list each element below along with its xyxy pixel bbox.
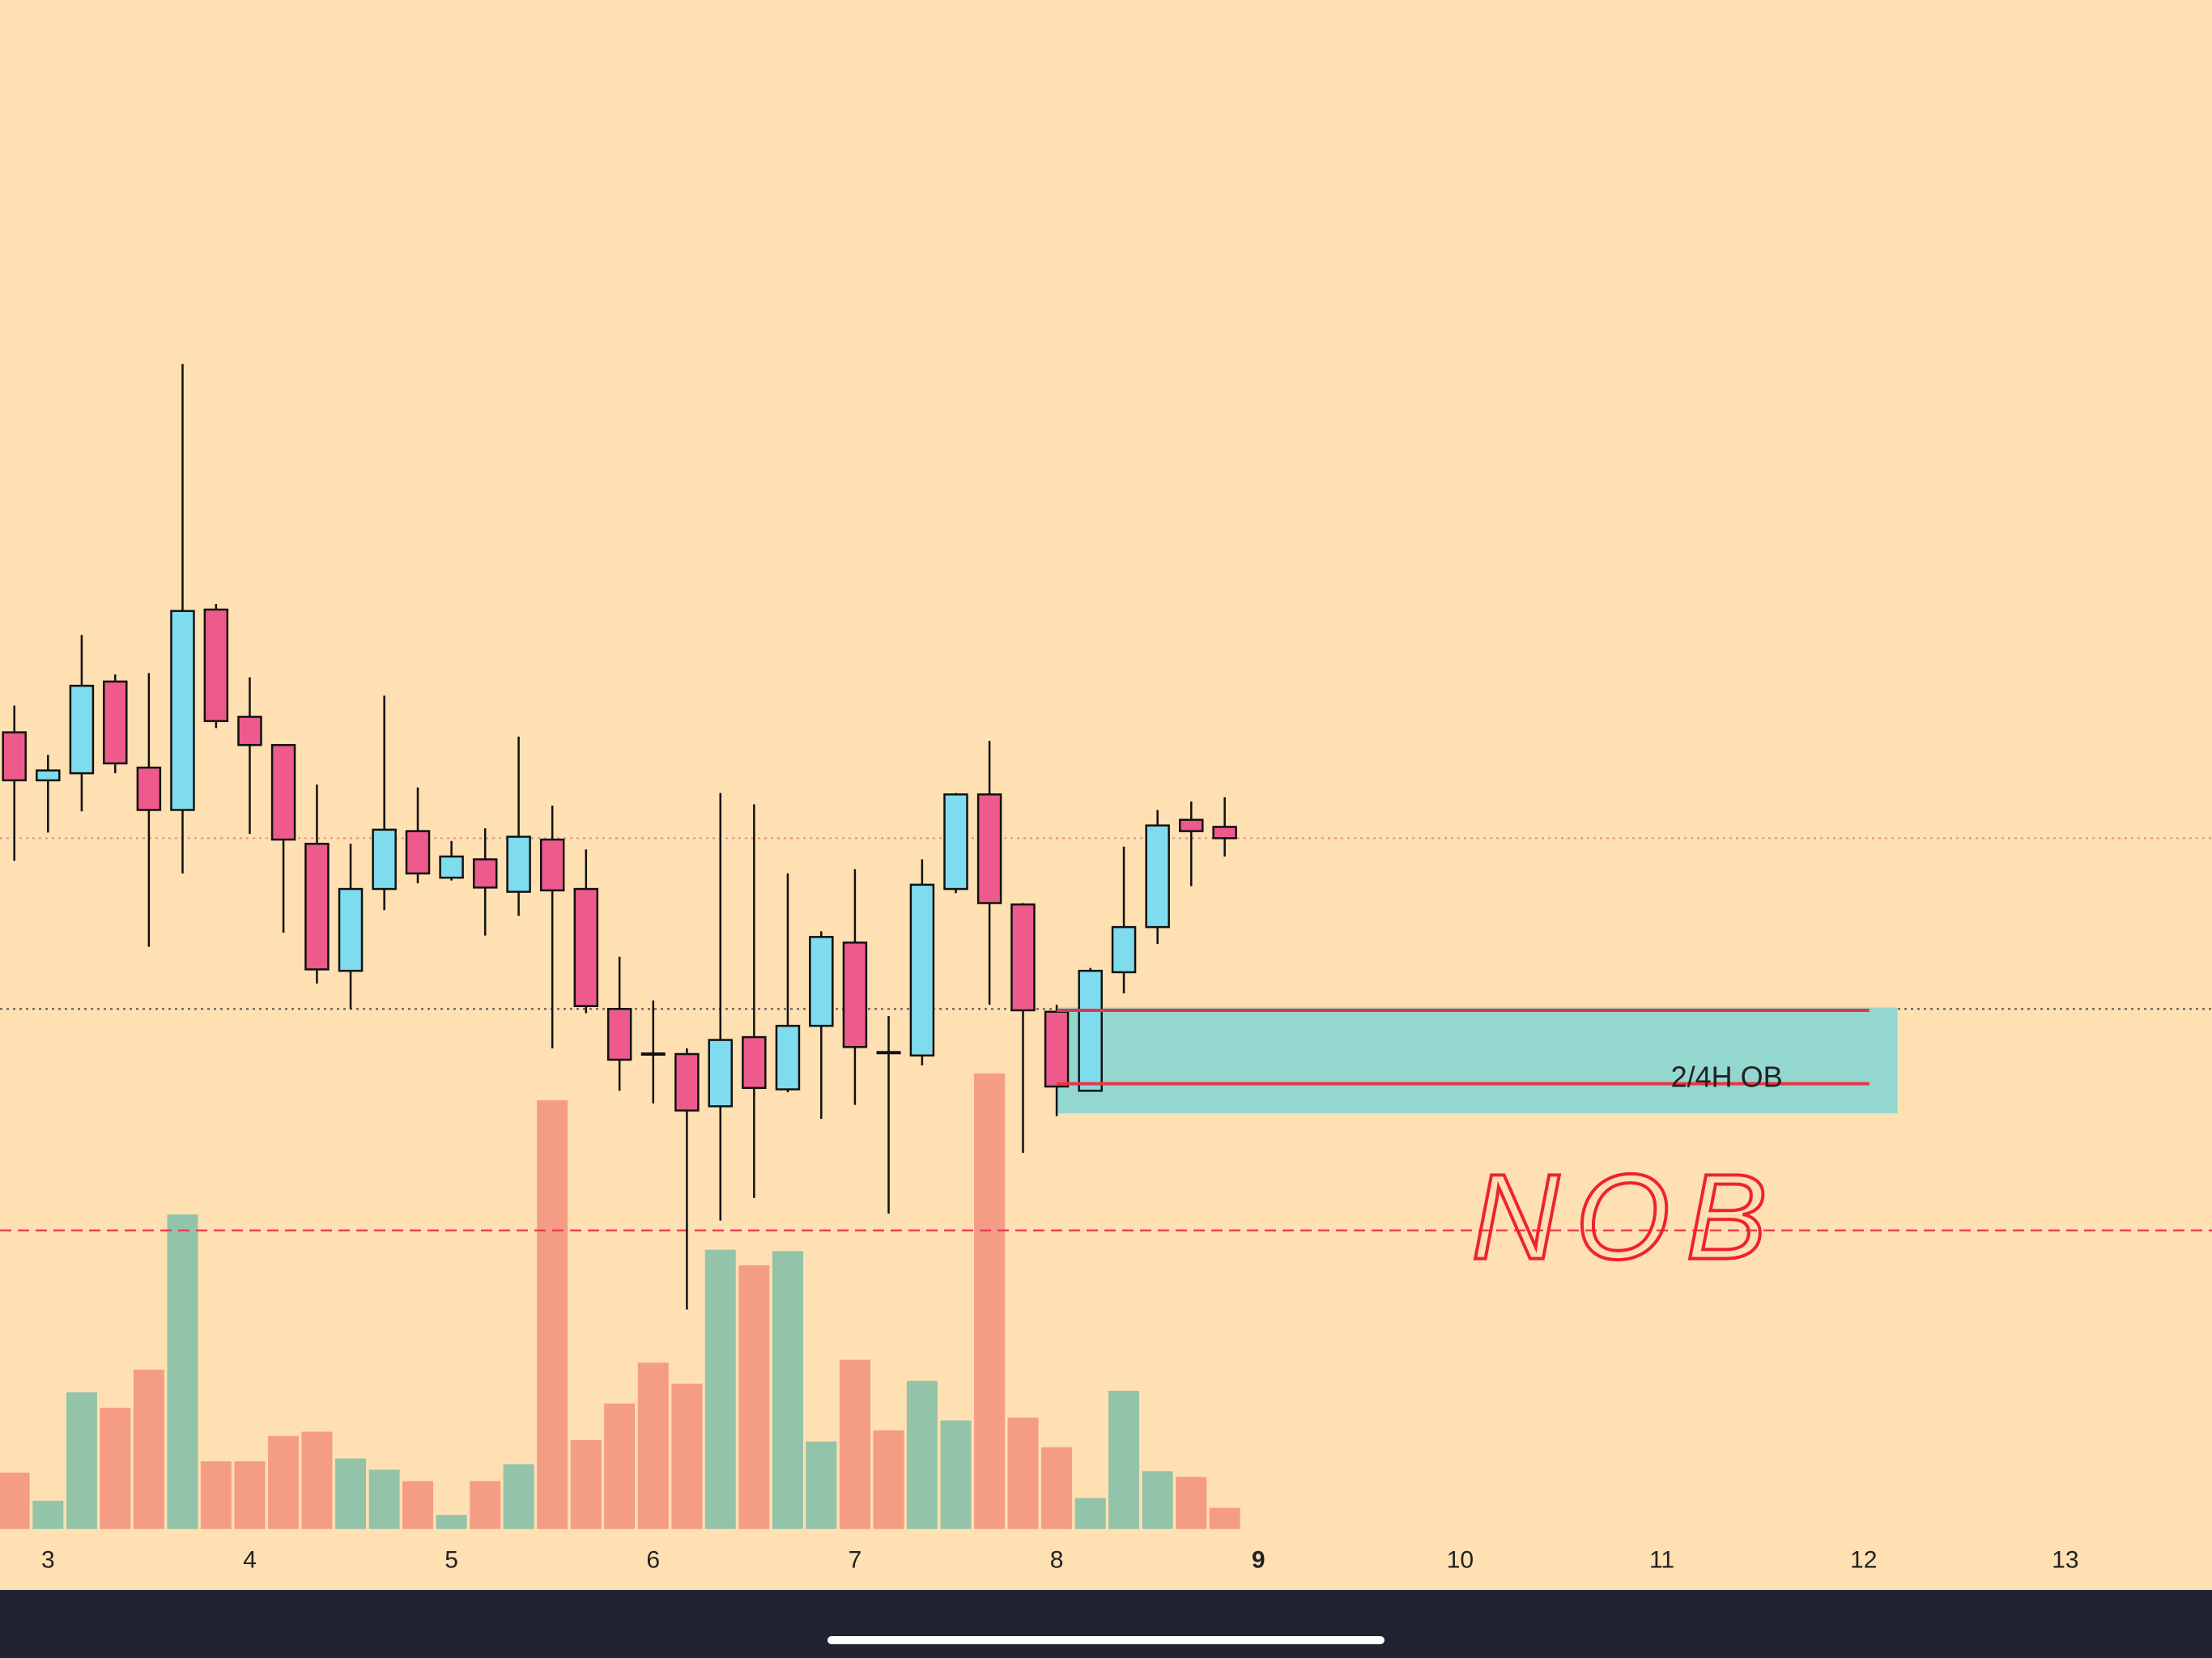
volume-bar xyxy=(368,1469,400,1529)
volume-bar xyxy=(772,1251,803,1529)
candle-body xyxy=(842,942,868,1048)
volume-bar xyxy=(0,1473,30,1529)
volume-bar xyxy=(1007,1418,1039,1529)
volume-bar xyxy=(32,1500,64,1529)
x-tick-label: 12 xyxy=(1850,1547,1877,1574)
volume-bar xyxy=(1041,1447,1073,1529)
x-tick-label: 9 xyxy=(1252,1547,1266,1574)
volume-bar xyxy=(637,1363,669,1529)
plot: 2/4H OB NOB 3 4 5 6 7 8 9 10 11 12 13 xyxy=(0,363,2212,1574)
order-block xyxy=(1057,1007,1898,1114)
candle-body xyxy=(69,684,95,775)
candle-body xyxy=(1044,1010,1070,1088)
volume-bar xyxy=(1142,1471,1173,1529)
x-tick-label: 11 xyxy=(1649,1547,1674,1574)
candle-body xyxy=(270,744,296,841)
bottom-bar xyxy=(0,1590,2212,1658)
volume-bar xyxy=(133,1369,164,1529)
volume-bar xyxy=(470,1481,501,1529)
volume-bar xyxy=(1209,1507,1240,1529)
candle-body xyxy=(708,1039,733,1107)
volume-bar xyxy=(671,1384,703,1529)
volume-bar xyxy=(738,1265,770,1529)
candle-body xyxy=(1111,925,1137,974)
volume-bar xyxy=(1108,1390,1140,1529)
volume-bar xyxy=(268,1435,300,1529)
candle-body xyxy=(103,680,128,765)
volume-bar xyxy=(402,1481,434,1529)
candle-body xyxy=(338,887,364,972)
volume-bar xyxy=(1074,1498,1106,1529)
candle-body xyxy=(372,828,397,891)
candle-body xyxy=(809,936,834,1027)
x-tick-label: 13 xyxy=(2052,1547,2078,1574)
candle-body xyxy=(775,1024,801,1090)
candle-body xyxy=(539,838,565,892)
candle-body xyxy=(573,887,599,1007)
volume-bar xyxy=(167,1214,198,1529)
candle-body xyxy=(1179,818,1204,832)
x-tick-label: 4 xyxy=(243,1547,257,1574)
volume-bar xyxy=(974,1073,1006,1529)
volume-bar xyxy=(604,1403,636,1529)
candle-body xyxy=(203,608,229,722)
candle-body xyxy=(36,769,61,782)
volume-bar xyxy=(570,1439,602,1529)
candle-body xyxy=(405,830,431,875)
volume-bar xyxy=(806,1441,837,1529)
volume-bar xyxy=(66,1392,97,1529)
candle-body xyxy=(1145,824,1170,929)
candle-body xyxy=(674,1052,700,1112)
volume-bar xyxy=(301,1431,333,1529)
x-tick-label: 3 xyxy=(41,1547,55,1574)
candle-body xyxy=(136,766,162,811)
annotation: NOB xyxy=(1471,1149,1783,1285)
candle-body xyxy=(742,1035,767,1090)
volume-bar xyxy=(940,1420,972,1529)
volume-bar xyxy=(503,1464,534,1529)
candle-body xyxy=(237,716,262,746)
candle-body xyxy=(1212,826,1237,840)
volume-bar xyxy=(100,1407,131,1529)
candle-body xyxy=(439,855,464,879)
candle-body xyxy=(909,883,935,1056)
candle-body xyxy=(304,843,330,971)
volume-bar xyxy=(1176,1477,1207,1529)
volume-bar xyxy=(335,1458,367,1529)
volume-bar xyxy=(704,1249,736,1529)
volume-bar xyxy=(537,1100,568,1529)
volume-bar xyxy=(873,1430,904,1529)
home-indicator xyxy=(827,1636,1385,1644)
candle-body xyxy=(472,858,498,889)
order-block-label: 2/4H OB xyxy=(1671,1061,1783,1094)
candle-body xyxy=(506,835,531,893)
candle-body xyxy=(1010,903,1036,1012)
x-tick-label: 7 xyxy=(849,1547,862,1574)
candle-body xyxy=(2,731,27,782)
volume-bar xyxy=(436,1515,467,1529)
volume-bar xyxy=(906,1380,938,1529)
candle-body xyxy=(943,793,968,891)
candle-body xyxy=(976,793,1002,904)
volume-bar xyxy=(200,1461,232,1529)
x-tick-label: 5 xyxy=(445,1547,458,1574)
volume-bar xyxy=(234,1461,266,1529)
x-tick-label: 8 xyxy=(1050,1547,1064,1574)
x-tick-label: 10 xyxy=(1447,1547,1474,1574)
x-tick-label: 6 xyxy=(646,1547,660,1574)
candle-body xyxy=(170,610,195,811)
candle-body xyxy=(606,1007,632,1061)
volume-bar xyxy=(839,1359,870,1529)
candle-body xyxy=(1078,969,1103,1092)
